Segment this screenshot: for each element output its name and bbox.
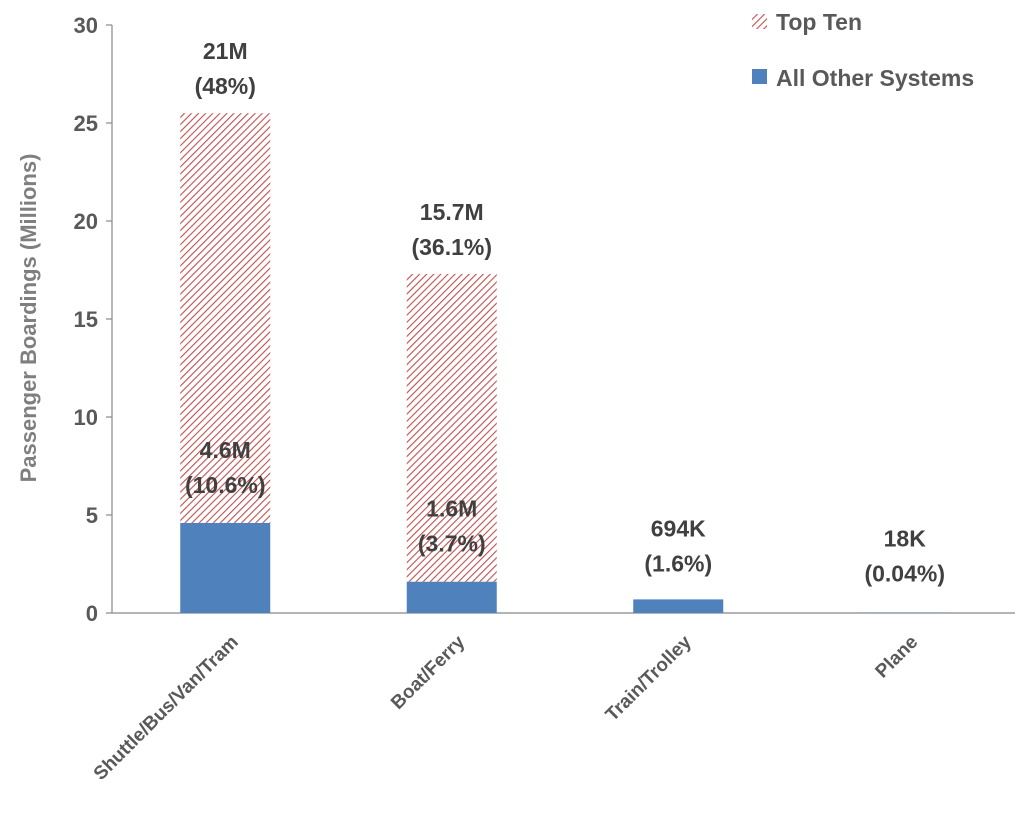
label-top-ten-percent: (36.1%) (411, 234, 492, 260)
bars (180, 113, 950, 613)
label-all-other-value: 4.6M (200, 437, 251, 463)
y-tick-label: 15 (74, 307, 98, 332)
legend-label-top-ten: Top Ten (776, 9, 862, 35)
label-all-other-value: 694K (651, 515, 706, 541)
bar-top-ten (180, 113, 271, 523)
label-all-other-percent: (0.04%) (864, 561, 945, 587)
y-tick-label: 20 (74, 209, 98, 234)
bar-all-other-systems (633, 599, 724, 613)
data-labels: 21M (48%) 15.7M (36.1%) 4.6M (10.6%) 1.6M (3.7%… (185, 38, 945, 586)
y-tick-label: 5 (86, 503, 98, 528)
legend-swatch-top-ten (752, 14, 767, 29)
x-tick-label: Train/Trolley (602, 631, 696, 725)
legend: Top Ten All Other Systems (752, 9, 974, 91)
bar-all-other-systems (406, 581, 497, 613)
label-top-ten-value: 15.7M (420, 199, 484, 225)
y-axis-title: Passenger Boardings (Millions) (16, 154, 41, 483)
label-top-ten-percent: (48%) (195, 73, 256, 99)
legend-swatch-all-other-systems (752, 69, 767, 84)
label-all-other-value: 1.6M (426, 496, 477, 522)
y-tick-label: 0 (86, 601, 98, 626)
legend-label-all-other-systems: All Other Systems (776, 65, 974, 91)
label-top-ten-value: 21M (203, 38, 248, 64)
x-tick-label: Boat/Ferry (387, 631, 469, 713)
label-all-other-percent: (10.6%) (185, 472, 266, 498)
label-all-other-percent: (1.6%) (644, 550, 712, 576)
y-tick-label: 10 (74, 405, 98, 430)
label-all-other-value: 18K (884, 526, 927, 552)
x-tick-label: Shuttle/Bus/Van/Tram (90, 632, 243, 785)
y-tick-label: 25 (74, 111, 98, 136)
label-all-other-percent: (3.7%) (418, 531, 486, 557)
bar-top-ten (406, 273, 497, 582)
y-tick-label: 30 (74, 13, 98, 38)
bar-all-other-systems (180, 522, 271, 613)
x-tick-label: Plane (872, 632, 923, 683)
